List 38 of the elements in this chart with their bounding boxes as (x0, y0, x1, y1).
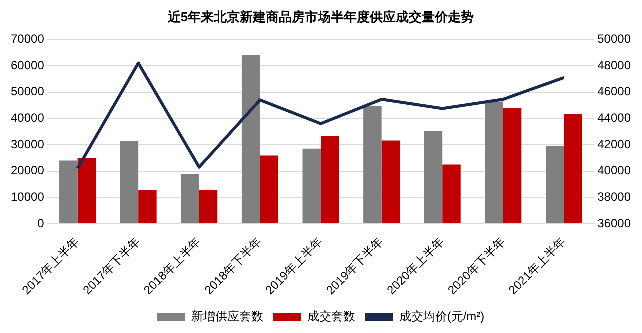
y-tick-label: 60000 (10, 58, 45, 72)
bar (503, 108, 522, 224)
bar (260, 156, 278, 224)
y-tick-label: 70000 (10, 32, 45, 46)
y2-tick-label: 50000 (598, 32, 632, 46)
y-tick-label: 30000 (10, 137, 45, 152)
bar (60, 160, 78, 224)
y2-tick-label: 48000 (598, 58, 632, 72)
bar (382, 140, 400, 224)
y-tick-label: 40000 (10, 110, 45, 125)
bar (564, 114, 582, 224)
y-tick-label: 50000 (10, 84, 45, 99)
y2-tick-label: 38000 (598, 190, 632, 204)
y2-tick-label: 44000 (598, 110, 632, 125)
bar (138, 190, 157, 224)
y2-tick-label: 40000 (598, 164, 632, 178)
y2-tick-label: 36000 (598, 216, 632, 230)
y-tick-label: 10000 (10, 190, 45, 204)
bar (242, 55, 260, 224)
legend-label: 成交均价(元/m²) (399, 309, 485, 324)
bar (321, 136, 340, 224)
bar (302, 148, 321, 224)
bar (424, 132, 443, 224)
bar (120, 141, 139, 224)
bar (181, 174, 200, 224)
legend-label: 新增供应套数 (191, 309, 264, 324)
y-tick-label: 20000 (10, 164, 45, 178)
bar (364, 106, 382, 224)
bar (485, 102, 504, 224)
y2-tick-label: 46000 (598, 84, 632, 99)
y2-tick-label: 42000 (598, 137, 632, 152)
bar (78, 158, 96, 224)
bar (199, 190, 218, 224)
y-tick-label: 0 (38, 216, 45, 230)
bar (442, 164, 461, 224)
legend-label: 成交套数 (307, 309, 356, 324)
bar (546, 146, 564, 224)
chart-title: 近5年来北京新建商品房市场半年度供应成交量价走势 (166, 9, 474, 24)
